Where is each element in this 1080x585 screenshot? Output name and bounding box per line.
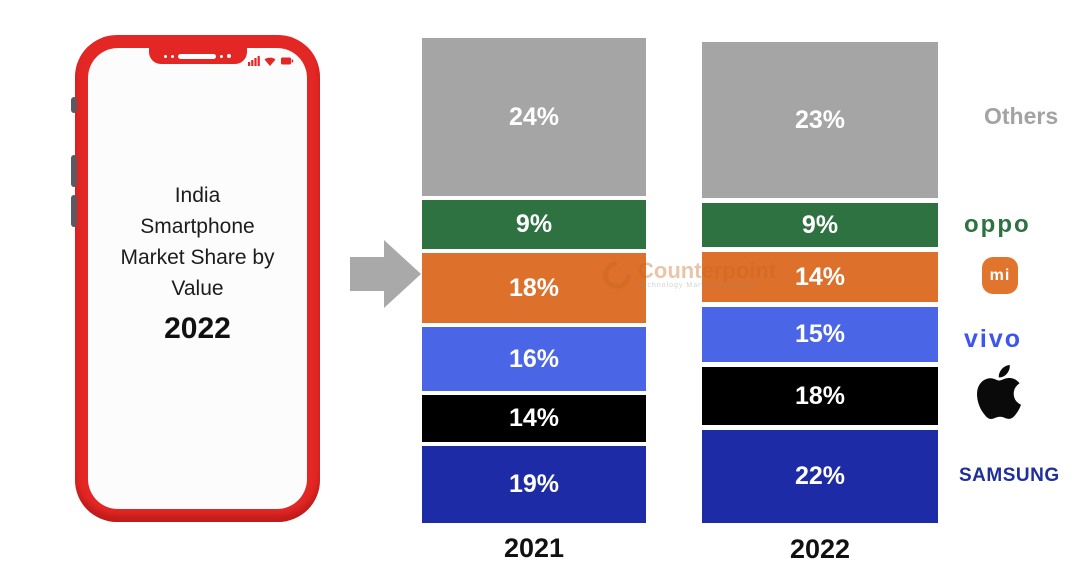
segment-value-label: 24%	[508, 102, 560, 131]
stacked-bar-2022: 23% 9% 14% 15% 18% 22% 2022	[702, 42, 938, 565]
oppo-logo: oppo	[964, 211, 1031, 238]
segment-value-label: 14%	[508, 404, 560, 432]
segment-oppo-2022: 9%	[702, 203, 938, 247]
segment-value-label: 22%	[794, 462, 846, 490]
axis-label-2022: 2022	[789, 534, 851, 564]
segment-value-label: 9%	[801, 210, 839, 239]
status-bar-icons	[248, 56, 294, 66]
xiaomi-logo-text: mi	[989, 266, 1011, 284]
title-line: Market Share by	[120, 246, 275, 269]
phone-notch	[148, 48, 247, 64]
segment-others-2021: 24%	[422, 38, 646, 196]
segment-value-label: 23%	[794, 105, 846, 134]
phone-screen: India Smartphone Market Share by Value 2…	[88, 48, 307, 509]
vivo-logo: vivo	[964, 325, 1023, 353]
phone-side-button	[71, 195, 77, 227]
phone-illustration: India Smartphone Market Share by Value 2…	[71, 35, 320, 522]
segment-samsung-2021: 19%	[422, 446, 646, 523]
segment-value-label: 16%	[508, 344, 560, 373]
segment-samsung-2022: 22%	[702, 430, 938, 523]
chart-title: India Smartphone Market Share by Value 2…	[88, 180, 307, 344]
legend-label-others: Others	[984, 103, 1059, 129]
segment-vivo-2022: 15%	[702, 307, 938, 362]
title-line: India	[174, 184, 221, 207]
segment-value-label: 19%	[508, 470, 560, 498]
segment-apple-2021: 14%	[422, 395, 646, 442]
segment-others-2022: 23%	[702, 42, 938, 198]
title-year: 2022	[164, 312, 231, 345]
stacked-bar-2021: 24% 9% 18% 16% 14% 19% 2021	[422, 38, 646, 564]
segment-value-label: 18%	[508, 273, 560, 302]
arrow-icon	[384, 240, 421, 308]
segment-value-label: 15%	[794, 320, 846, 348]
segment-apple-2022: 18%	[702, 367, 938, 425]
wifi-icon	[264, 57, 276, 66]
segment-value-label: 18%	[794, 381, 846, 410]
segment-xiaomi-2021: 18%	[422, 253, 646, 323]
title-line: Smartphone	[140, 215, 255, 238]
xiaomi-logo: mi	[982, 257, 1018, 294]
samsung-logo: SAMSUNG	[959, 465, 1060, 486]
arrow-icon	[350, 257, 384, 291]
segment-xiaomi-2022: 14%	[702, 252, 938, 302]
axis-label-2021: 2021	[503, 533, 565, 563]
segment-vivo-2021: 16%	[422, 327, 646, 391]
phone-side-button	[71, 97, 77, 113]
title-line: Value	[171, 277, 224, 300]
segment-oppo-2021: 9%	[422, 200, 646, 249]
segment-value-label: 14%	[794, 262, 846, 291]
battery-icon	[281, 57, 291, 65]
speaker-slot	[178, 53, 216, 59]
phone-side-button	[71, 155, 77, 187]
apple-logo-icon	[977, 365, 1021, 419]
segment-value-label: 9%	[515, 210, 553, 238]
